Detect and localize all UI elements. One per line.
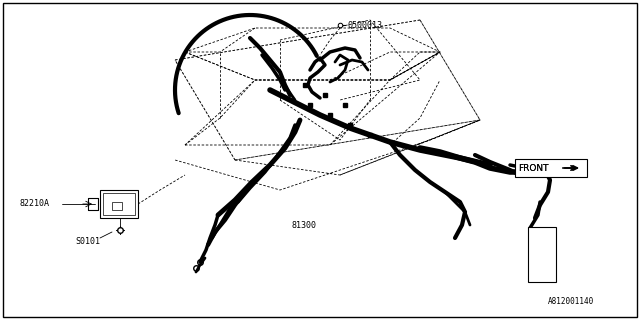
- Bar: [112, 202, 122, 210]
- Bar: [528, 227, 556, 282]
- Text: Q500013: Q500013: [348, 20, 383, 29]
- Text: A812001140: A812001140: [548, 298, 595, 307]
- Bar: [515, 159, 587, 177]
- Text: FRONT: FRONT: [518, 164, 548, 172]
- Text: S0101: S0101: [75, 237, 100, 246]
- Bar: [103, 193, 135, 215]
- Bar: [100, 190, 138, 218]
- Text: 82210A: 82210A: [20, 199, 50, 209]
- Text: 81300: 81300: [292, 220, 317, 229]
- Text: FRONT: FRONT: [518, 164, 548, 172]
